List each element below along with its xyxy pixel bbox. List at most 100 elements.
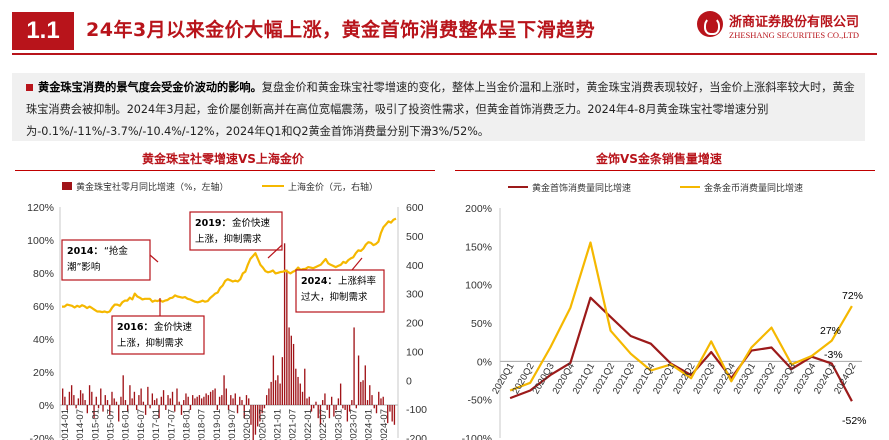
bar-mark: [176, 388, 178, 405]
ann2019-box: [189, 211, 283, 251]
bar-mark: [138, 395, 140, 405]
bar-mark: [169, 398, 171, 405]
bar-mark: [371, 395, 373, 405]
y-tick: 200%: [465, 203, 492, 215]
bar-mark: [86, 405, 89, 414]
bar-mark: [149, 405, 151, 409]
x-tick: 2017-07: [166, 409, 177, 440]
x-tick: 2022-01: [303, 409, 314, 440]
bar-mark: [360, 381, 362, 405]
bar-mark: [252, 405, 254, 440]
legend-label-line: 上海金价（元，右轴）: [288, 181, 378, 193]
bar-mark: [373, 405, 375, 409]
ann2024-text1: 上涨斜率: [338, 275, 377, 287]
ann2024-label: 2024：: [301, 276, 337, 287]
x-tick: 2021-01: [273, 409, 284, 440]
bar-mark: [187, 396, 189, 405]
bar-mark: [382, 396, 384, 405]
y-left-tick: 0%: [39, 400, 54, 412]
series-line-0: [509, 296, 853, 402]
bar-mark: [70, 385, 73, 405]
bar-mark: [265, 395, 268, 405]
bar-mark: [313, 405, 315, 409]
summary-text: 黄金珠宝消费的景气度会受金价波动的影响。复盘金价和黄金珠宝社零增速的变化，整体上…: [26, 77, 859, 143]
bar-mark: [122, 375, 124, 405]
x-tick: 2022-07: [318, 409, 329, 440]
bar-mark: [64, 396, 66, 405]
x-tick: 2015-01: [90, 409, 101, 440]
bar-mark: [259, 405, 261, 422]
bar-mark: [369, 385, 371, 405]
bar-mark: [324, 393, 326, 405]
bar-mark: [322, 400, 324, 405]
bar-mark: [212, 390, 214, 405]
legend-label-1: 金条金币消费量同比增速: [704, 182, 803, 194]
bar-mark: [326, 405, 328, 410]
bar-mark: [144, 405, 147, 415]
bar-mark: [232, 398, 234, 405]
bar-mark: [344, 405, 346, 410]
bar-mark: [357, 355, 360, 405]
x-tick: 2018-01: [181, 409, 192, 440]
ann2014-box: [61, 239, 151, 281]
y-right-tick: -200: [406, 433, 427, 440]
bar-mark: [277, 375, 279, 405]
bar-mark: [102, 405, 104, 412]
bar-mark: [261, 405, 263, 414]
bar-mark: [91, 391, 93, 405]
summary-body: 复盘金价和黄金珠宝社零增速的变化，整体上当金价温和上涨时，黄金珠宝消费表现较好，…: [26, 81, 855, 138]
bar-mark: [279, 383, 281, 405]
y-right-tick: 200: [406, 318, 424, 330]
bar-mark: [333, 405, 335, 417]
bar-mark: [306, 398, 308, 405]
y-left-tick: 100%: [27, 235, 54, 247]
bar-mark: [391, 405, 393, 422]
y-right-tick: 600: [406, 202, 424, 214]
y-left-tick: 60%: [33, 301, 54, 313]
x-tick: 2021-07: [288, 409, 299, 440]
bar-mark: [272, 355, 275, 405]
bar-mark: [245, 395, 248, 405]
x-tick: 2024-01: [364, 409, 375, 440]
chart1-title-rule: [15, 170, 435, 171]
bar-mark: [160, 396, 162, 405]
y-left-tick: -20%: [29, 433, 54, 440]
bar-mark: [335, 405, 337, 410]
bar-mark: [355, 405, 357, 409]
bar-mark: [389, 405, 391, 412]
x-tick: 2023-01: [333, 409, 344, 440]
x-tick: 2020-07: [257, 409, 268, 440]
ann2024-box: [295, 269, 385, 313]
ann2019-text2: 上涨，抑制需求: [195, 233, 262, 245]
ann2024-text2: 过大，抑制需求: [301, 291, 368, 303]
logo-cn-name: 浙商证券股份有限公司: [729, 15, 860, 30]
bar-mark: [198, 395, 201, 405]
bar-mark: [203, 396, 205, 405]
ann2016-box: [111, 315, 205, 355]
bar-mark: [339, 383, 342, 405]
y-tick: 150%: [465, 241, 492, 253]
bar-mark: [290, 335, 292, 405]
x-tick: 2019-01: [212, 409, 223, 440]
bar-mark: [118, 405, 120, 422]
bar-mark: [165, 405, 167, 410]
y-right-tick: 300: [406, 289, 424, 301]
bar-mark: [268, 388, 270, 405]
ann2019-pointer: [267, 244, 283, 259]
bar-mark: [79, 390, 82, 405]
summary-bold: 黄金珠宝消费的景气度会受金价波动的影响。: [38, 81, 262, 94]
ann2014-text1: “抢金: [104, 245, 128, 257]
ann2016-text1: 金价快速: [154, 321, 193, 333]
x-tick: 2015-07: [106, 409, 117, 440]
legend-label-0: 黄金首饰消费量同比增速: [532, 182, 631, 194]
bar-mark: [205, 393, 207, 405]
bar-mark: [82, 393, 84, 405]
x-tick: 2017-01: [151, 409, 162, 440]
bar-mark: [196, 396, 198, 405]
bar-mark: [283, 243, 286, 405]
bar-mark: [243, 405, 245, 419]
data-label: 27%: [820, 325, 841, 337]
